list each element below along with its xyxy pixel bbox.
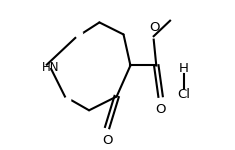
Text: H: H	[179, 62, 189, 75]
Text: O: O	[102, 134, 112, 147]
Text: O: O	[155, 103, 166, 116]
Text: Cl: Cl	[177, 88, 190, 101]
Text: O: O	[149, 21, 160, 34]
Text: HN: HN	[42, 61, 59, 74]
